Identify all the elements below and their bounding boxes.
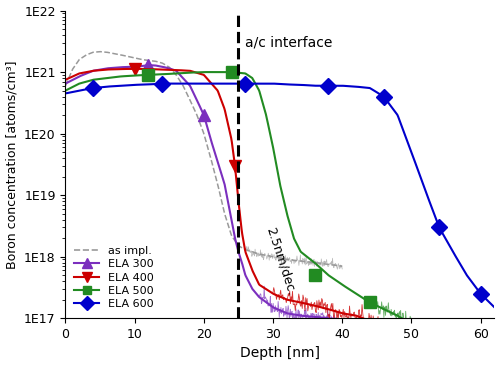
X-axis label: Depth [nm]: Depth [nm] xyxy=(240,347,320,361)
Text: 2.5nm/dec.: 2.5nm/dec. xyxy=(264,225,298,297)
Text: a/c interface: a/c interface xyxy=(246,35,332,49)
Legend: as impl., ELA 300, ELA 400, ELA 500, ELA 600: as impl., ELA 300, ELA 400, ELA 500, ELA… xyxy=(71,243,157,313)
Y-axis label: Boron concentration [atoms/cm³]: Boron concentration [atoms/cm³] xyxy=(6,60,18,269)
